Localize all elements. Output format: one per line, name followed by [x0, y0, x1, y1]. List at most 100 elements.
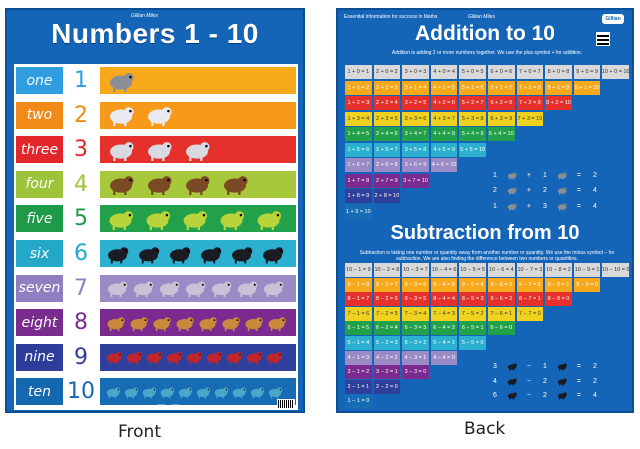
crow-icon	[108, 246, 129, 263]
animal-band	[100, 378, 296, 406]
dolphin-icon	[214, 387, 229, 399]
number-row: two 2	[14, 99, 298, 132]
kangaroo-icon	[107, 316, 125, 331]
crow-icon	[201, 246, 222, 263]
equation-cell: 2 + 7 = 9	[373, 173, 401, 188]
parrot-icon	[207, 352, 222, 365]
kangaroo-icon	[130, 316, 148, 331]
sum-number: 2	[543, 187, 547, 194]
equation-cell: 8 − 4 = 4	[430, 292, 458, 307]
equation-cell: 10 − 1 = 9	[345, 263, 372, 277]
equation-cell: 4 + 4 = 8	[430, 127, 458, 141]
equation-cell: 10 − 3 = 7	[402, 263, 429, 277]
sum-symbol: +	[526, 171, 531, 179]
crow-icon	[232, 246, 253, 263]
equation-cell: 10 − 4 = 6	[430, 263, 458, 277]
crocodile-icon	[146, 211, 171, 230]
kangaroo-icon	[176, 316, 194, 331]
animal-band	[100, 309, 296, 337]
sum-symbol: +	[526, 202, 531, 210]
animal-band	[100, 170, 296, 198]
equation-cell: 5 + 5 = 10	[459, 142, 486, 157]
equation-cell: 1 + 4 = 5	[345, 127, 372, 141]
front-caption: Front	[118, 422, 161, 442]
possum-icon	[110, 141, 134, 161]
number-row: six 6	[14, 237, 298, 270]
animal-band	[100, 274, 296, 302]
platypus-icon	[148, 176, 172, 196]
equation-cell: 9 − 2 = 7	[373, 277, 401, 292]
bilby-icon	[133, 281, 154, 298]
dolphin-icon	[232, 387, 247, 399]
illustrated-sum: 3 − 1 = 2	[490, 362, 600, 371]
equation-cell: 7 + 0 = 7	[516, 65, 544, 79]
back-signature: Gillian Miles	[468, 14, 495, 20]
equation-cell: 8 − 5 = 3	[459, 292, 486, 307]
cockatoo-icon	[148, 107, 172, 127]
numbers-board: one 1 two 2 three 3 four 4 five 5 six 6 seven 7 eight 8…	[14, 64, 298, 410]
equation-cell: 6 + 2 = 8	[488, 96, 515, 110]
front-title: Numbers 1 - 10	[51, 18, 259, 49]
equation-cell: 1 + 5 = 6	[345, 142, 372, 157]
equation-cell: 3 − 3 = 0	[402, 365, 429, 380]
equation-cell: 2 + 6 = 8	[373, 158, 401, 172]
dolphin-icon	[178, 387, 193, 399]
dolphin-icon	[196, 387, 211, 399]
equation-cell: 10 − 10 = 0	[602, 263, 630, 277]
equation-cell: 7 + 2 = 9	[516, 96, 544, 110]
equation-cell: 7 − 2 = 5	[373, 306, 401, 321]
koala-icon	[557, 187, 567, 195]
sum-number: 3	[493, 363, 497, 371]
dolphin-icon	[268, 387, 283, 399]
equation-cell: 1 + 3 = 4	[345, 111, 372, 126]
sum-number: 6	[493, 392, 497, 400]
crow-icon	[170, 246, 191, 263]
equation-cell: 3 + 0 = 3	[402, 65, 429, 79]
equation-cell: 9 + 0 = 9	[573, 65, 601, 79]
subtraction-intro: Subtraction is taking one number or quan…	[359, 250, 615, 262]
number-word: one	[16, 67, 63, 94]
equation-cell: 5 + 2 = 7	[459, 96, 486, 110]
number-row: ten 10	[14, 375, 298, 408]
subtraction-title: Subtraction from 10	[390, 222, 580, 244]
kangaroo-icon	[245, 316, 263, 331]
number-row: five 5	[14, 202, 298, 235]
addition-title: Addition to 10	[415, 22, 555, 45]
cockatoo-icon	[110, 107, 134, 127]
illustrated-sum: 6 − 2 = 4	[490, 391, 600, 401]
back-tagline: Essential information for success in Mat…	[344, 14, 438, 20]
equation-cell: 2 − 1 = 1	[345, 379, 372, 394]
sum-symbol: =	[576, 171, 581, 179]
number-row: nine 9	[14, 341, 298, 374]
sum-symbol: =	[576, 392, 581, 400]
koala-icon	[507, 203, 517, 211]
front-poster: Numbers 1 - 10 Gillian Miles one 1 two 2 thr…	[5, 8, 305, 413]
koala-icon	[557, 203, 567, 211]
equation-cell: 2 + 2 = 4	[373, 96, 401, 110]
numeral: 2	[67, 99, 95, 131]
platypus-icon	[224, 176, 248, 196]
animal-band	[100, 101, 296, 129]
crow-icon	[557, 378, 567, 386]
equation-cell: 3 + 1 = 4	[402, 80, 429, 95]
koala-icon	[557, 172, 567, 180]
equation-cell: 2 − 2 = 0	[373, 379, 401, 394]
crow-icon	[263, 246, 284, 263]
sum-number: 2	[543, 392, 547, 400]
equation-cell: 5 − 4 = 1	[430, 336, 458, 350]
sum-number: 4	[593, 392, 597, 400]
equation-cell: 4 − 4 = 0	[430, 350, 458, 365]
equation-cell: 10 − 5 = 5	[459, 263, 486, 277]
equation-cell: 8 − 7 = 1	[516, 292, 544, 307]
sum-number: 4	[493, 377, 497, 385]
equation-cell: 10 − 8 = 2	[545, 263, 572, 277]
